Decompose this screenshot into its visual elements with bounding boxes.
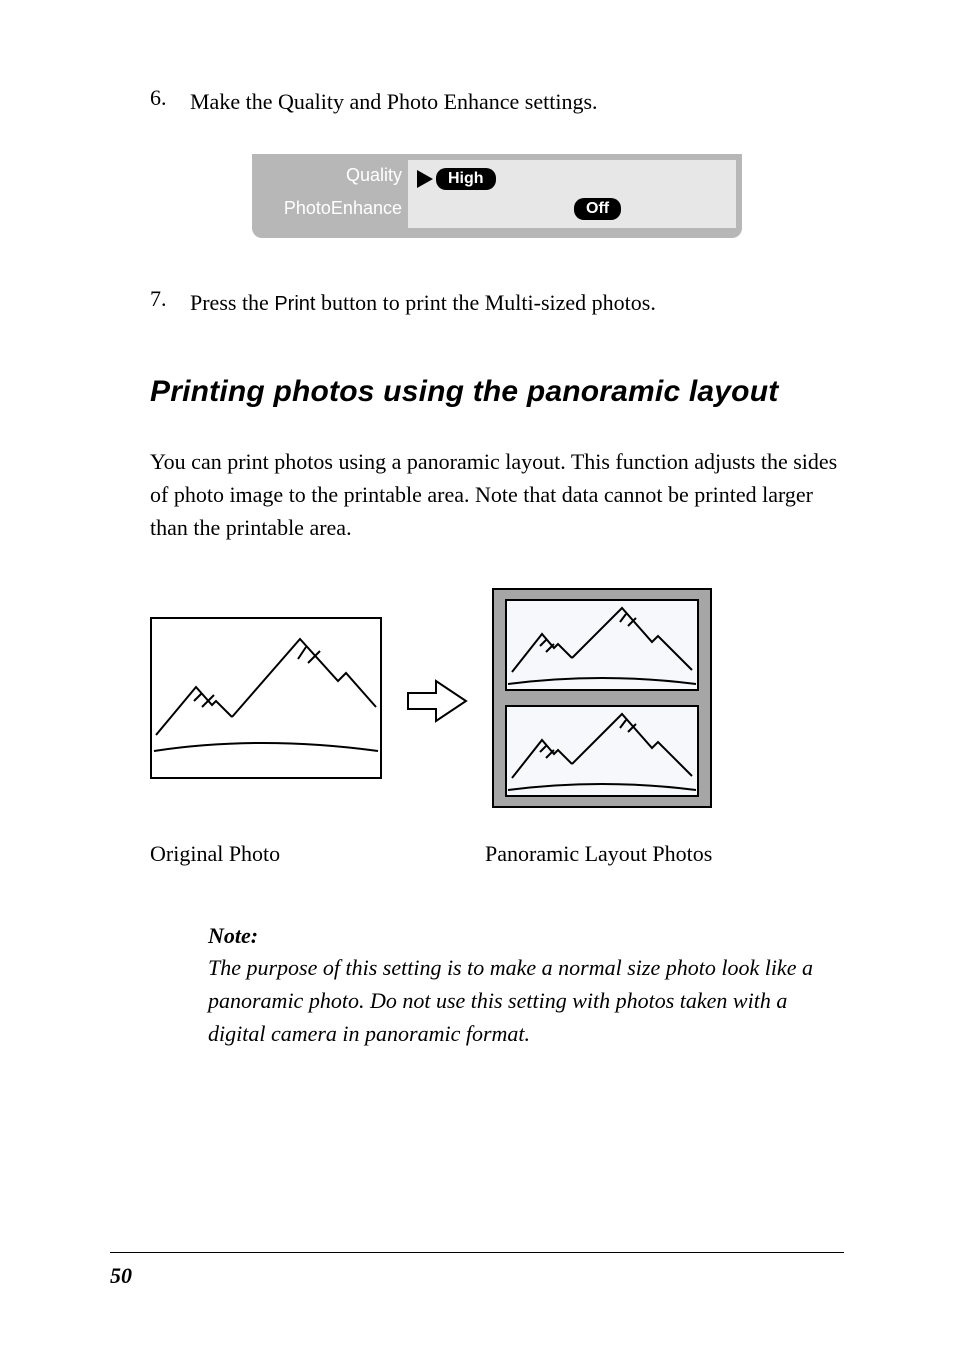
note-heading: Note: bbox=[208, 923, 824, 949]
step-6: 6. Make the Quality and Photo Enhance se… bbox=[150, 85, 844, 118]
step-7-prefix: Press the bbox=[190, 290, 274, 315]
step-7-suffix: button to print the Multi-sized photos. bbox=[315, 290, 655, 315]
caption-original: Original Photo bbox=[150, 841, 485, 867]
print-button-word: Print bbox=[274, 293, 315, 315]
step-7-text: Press the Print button to print the Mult… bbox=[190, 286, 844, 319]
lcd-panel: Quality PhotoEnhance High Off bbox=[252, 154, 742, 238]
figure-row bbox=[150, 588, 844, 813]
step-7-number: 7. bbox=[150, 286, 190, 319]
note-body: The purpose of this setting is to make a… bbox=[208, 951, 824, 1050]
lcd-label-column: Quality PhotoEnhance bbox=[258, 160, 408, 228]
page-number: 50 bbox=[110, 1263, 844, 1289]
lcd-screen: High Off bbox=[408, 160, 736, 228]
lcd-row-photoenhance: Off bbox=[414, 194, 730, 224]
arrow-right-icon bbox=[402, 679, 472, 723]
lcd-row-quality: High bbox=[414, 164, 730, 194]
step-7: 7. Press the Print button to print the M… bbox=[150, 286, 844, 319]
note-block: Note: The purpose of this setting is to … bbox=[208, 923, 824, 1050]
section-body: You can print photos using a panoramic l… bbox=[150, 445, 844, 544]
lcd-photoenhance-label: PhotoEnhance bbox=[258, 193, 408, 224]
figure-original-photo bbox=[150, 617, 382, 784]
step-6-number: 6. bbox=[150, 85, 190, 118]
lcd-photoenhance-value: Off bbox=[574, 198, 621, 219]
lcd-quality-value: High bbox=[436, 168, 496, 189]
section-heading: Printing photos using the panoramic layo… bbox=[150, 375, 844, 409]
caption-panoramic: Panoramic Layout Photos bbox=[485, 841, 712, 867]
triangle-right-icon bbox=[414, 170, 436, 188]
page-footer: 50 bbox=[110, 1252, 844, 1289]
footer-rule bbox=[110, 1252, 844, 1253]
step-6-text: Make the Quality and Photo Enhance setti… bbox=[190, 85, 844, 118]
figure-captions: Original Photo Panoramic Layout Photos bbox=[150, 841, 844, 867]
lcd-quality-label: Quality bbox=[258, 160, 408, 191]
figure-panoramic-layout bbox=[492, 588, 712, 813]
